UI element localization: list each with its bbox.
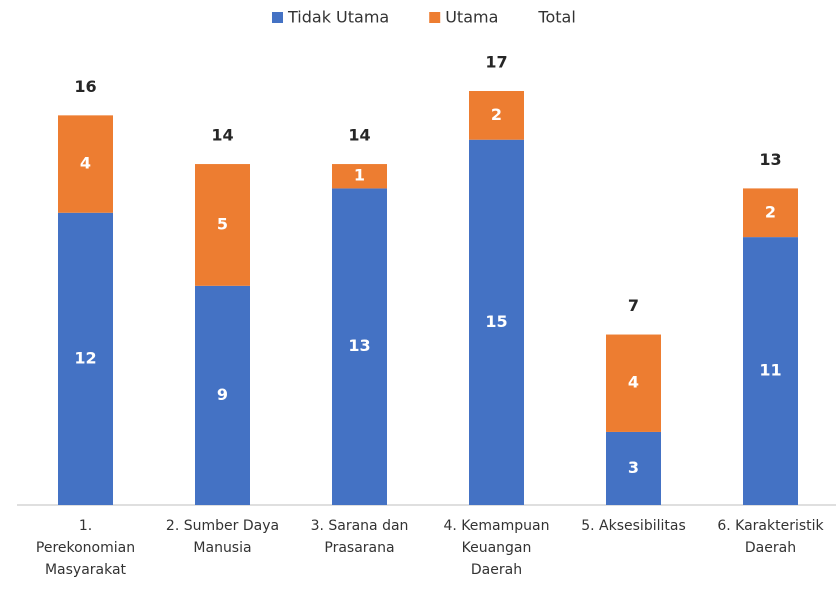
value-label: 9 — [217, 385, 228, 404]
x-tick-label: 6. Karakteristik Daerah — [702, 515, 836, 559]
bar-segment — [469, 139, 524, 506]
x-tick-label: 3. Sarana dan Prasarana — [291, 515, 428, 559]
value-label: 5 — [217, 214, 228, 233]
total-label: 13 — [759, 150, 781, 169]
legend-label: Utama — [445, 8, 498, 27]
x-tick-label: 4. Kemampuan Keuangan Daerah — [428, 515, 565, 581]
x-tick-line: 2. Sumber Daya — [165, 518, 280, 534]
x-tick-line: 1. — [78, 518, 93, 534]
legend-label: Total — [537, 8, 575, 27]
bar-segment — [606, 334, 661, 432]
x-tick-line: Daerah — [470, 562, 523, 578]
bar-segment — [332, 164, 387, 189]
value-label: 4 — [80, 154, 91, 173]
bar-segment — [332, 188, 387, 506]
value-label: 2 — [491, 105, 502, 124]
value-label: 3 — [628, 458, 639, 477]
legend-swatch — [429, 12, 441, 23]
value-label: 11 — [759, 361, 781, 380]
bar-segment — [195, 285, 250, 505]
bar-segment — [743, 237, 798, 505]
x-tick-line: Perekonomian — [35, 540, 136, 556]
value-label: 4 — [628, 373, 639, 392]
total-label: 17 — [485, 53, 507, 72]
bar-segment — [58, 212, 113, 505]
value-label: 15 — [485, 312, 507, 331]
x-tick-label: 5. Aksesibilitas — [565, 515, 702, 537]
x-tick-line: 6. Karakteristik — [717, 518, 824, 534]
total-label: 7 — [628, 296, 639, 315]
x-tick-line: 5. Aksesibilitas — [581, 518, 686, 534]
value-label: 2 — [765, 202, 776, 221]
legend-swatch — [272, 12, 283, 23]
value-label: 12 — [74, 348, 96, 367]
x-tick-label: 1. Perekonomian Masyarakat — [17, 515, 154, 581]
legend-label: Tidak Utama — [287, 8, 389, 27]
total-label: 14 — [211, 126, 233, 145]
bar-segment — [606, 431, 661, 505]
x-tick-line: Daerah — [744, 540, 797, 556]
x-tick-line: Manusia — [193, 540, 252, 556]
x-tick-line: 4. Kemampuan — [443, 518, 550, 534]
x-tick-line: Masyarakat — [44, 562, 127, 578]
bar-segment — [58, 115, 113, 213]
total-label: 14 — [348, 126, 370, 145]
x-tick-line: 3. Sarana dan — [310, 518, 409, 534]
x-tick-line: Keuangan — [461, 540, 532, 556]
bar-segment — [195, 164, 250, 286]
bar-segment — [469, 91, 524, 140]
value-label: 13 — [348, 336, 370, 355]
x-tick-label: 2. Sumber Daya Manusia — [154, 515, 291, 559]
total-label: 16 — [74, 77, 96, 96]
value-label: 1 — [354, 166, 365, 185]
x-tick-line: Prasarana — [324, 540, 395, 556]
bar-segment — [743, 188, 798, 238]
